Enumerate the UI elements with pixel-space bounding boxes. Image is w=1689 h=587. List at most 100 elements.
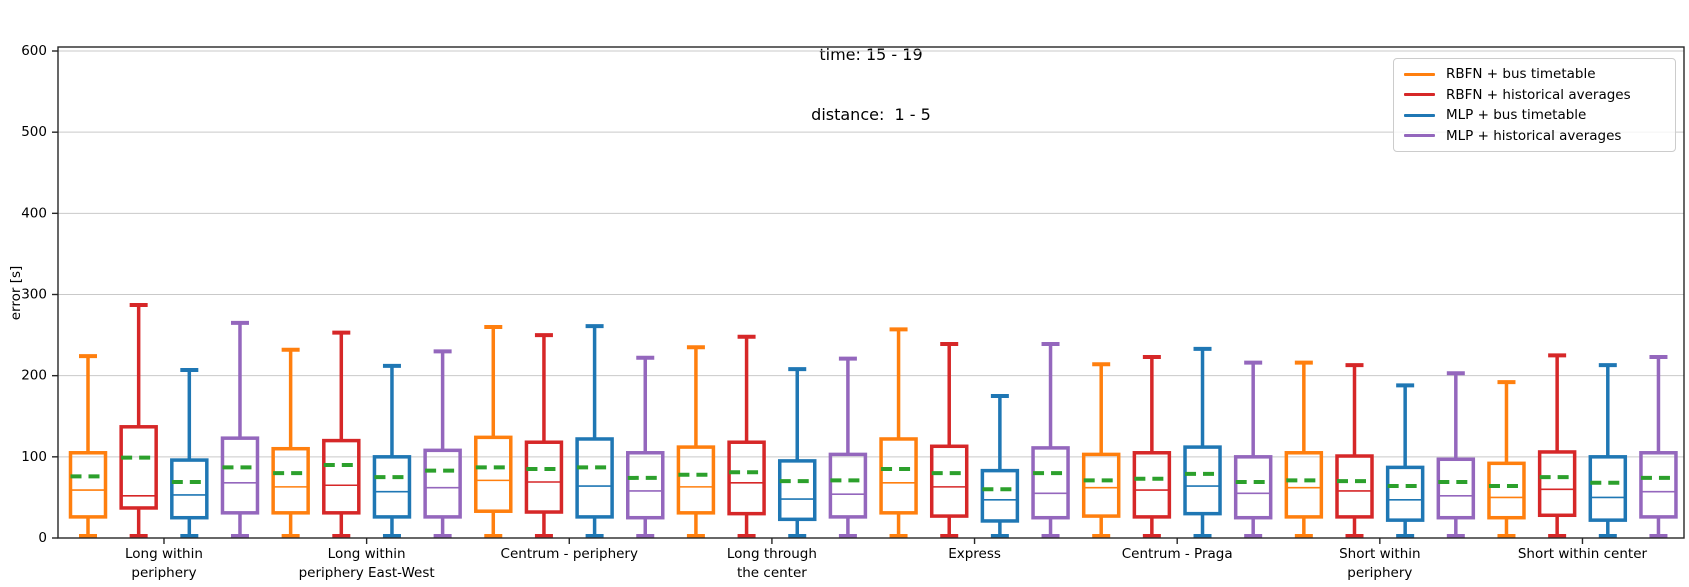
y-tick-label: 600: [21, 43, 47, 59]
iqr-box: [727, 440, 766, 516]
iqr-box: [1233, 455, 1273, 520]
chart-title: time: 15 - 19 distance: 1 - 5: [58, 5, 1684, 165]
series-2: [170, 324, 1628, 538]
y-tick-label: 200: [21, 368, 47, 384]
box-1-6: [1335, 363, 1374, 538]
box-3-5: [1233, 360, 1273, 538]
iqr-box: [676, 445, 716, 515]
x-tick-label: Long within periphery East-West: [299, 546, 435, 581]
box-2-4: [980, 393, 1020, 538]
iqr-box: [1284, 451, 1324, 519]
iqr-box: [1031, 446, 1070, 520]
iqr-box: [1537, 450, 1577, 518]
box-0-4: [879, 327, 918, 538]
iqr-box: [372, 455, 412, 519]
legend-item: MLP + historical averages: [1404, 126, 1665, 146]
box-3-3: [828, 356, 868, 538]
box-2-7: [1588, 363, 1628, 538]
box-1-3: [727, 334, 766, 538]
x-tick-label: Centrum - Praga: [1122, 546, 1233, 562]
box-2-0: [170, 367, 209, 538]
legend-item-label: MLP + bus timetable: [1446, 107, 1587, 124]
box-1-4: [929, 342, 969, 538]
box-0-0: [68, 354, 108, 538]
box-2-2: [575, 324, 614, 538]
box-0-6: [1284, 360, 1324, 538]
iqr-box: [1588, 455, 1628, 522]
iqr-box: [68, 451, 108, 519]
iqr-box: [474, 435, 513, 513]
iqr-box: [980, 468, 1020, 523]
legend-line-swatch: [1404, 72, 1435, 76]
legend-item: MLP + bus timetable: [1404, 105, 1665, 125]
iqr-box: [1335, 454, 1374, 519]
iqr-box: [575, 437, 614, 519]
legend-item: RBFN + bus timetable: [1404, 64, 1665, 84]
iqr-box: [119, 425, 158, 510]
iqr-box: [322, 438, 361, 515]
x-tick-label: Long through the center: [727, 546, 817, 581]
box-1-7: [1537, 353, 1577, 538]
box-0-1: [271, 347, 310, 538]
box-3-4: [1031, 342, 1070, 538]
x-tick-label: Long within periphery: [125, 546, 203, 581]
iqr-box: [170, 458, 209, 520]
iqr-box: [1183, 445, 1222, 516]
iqr-box: [220, 436, 260, 515]
legend-item-label: RBFN + historical averages: [1446, 86, 1631, 103]
box-1-0: [119, 303, 158, 538]
box-2-3: [777, 367, 817, 538]
box-0-5: [1081, 362, 1121, 538]
chart-title-line2: distance: 1 - 5: [811, 105, 931, 124]
series-3: [220, 320, 1678, 538]
y-axis: 0 100 200 300 400 500 600: [21, 43, 58, 546]
x-axis: Long within periphery Long within periphery…: [125, 538, 1648, 581]
iqr-box: [879, 437, 918, 515]
iqr-box: [1081, 452, 1121, 518]
iqr-box: [423, 448, 462, 519]
iqr-box: [929, 444, 969, 518]
legend-item: RBFN + historical averages: [1404, 85, 1665, 105]
legend-item-label: RBFN + bus timetable: [1446, 66, 1596, 83]
box-3-1: [423, 349, 462, 538]
legend-line-swatch: [1404, 93, 1435, 97]
box-2-6: [1385, 383, 1425, 538]
x-tick-label: Short within periphery: [1339, 546, 1420, 581]
chart-title-line1: time: 15 - 19: [819, 45, 923, 64]
y-tick-label: 500: [21, 124, 47, 140]
x-tick-label: Short within center: [1518, 546, 1648, 562]
box-2-1: [372, 363, 412, 538]
y-tick-label: 100: [21, 449, 47, 465]
iqr-box: [828, 452, 868, 519]
legend-item-label: MLP + historical averages: [1446, 127, 1622, 144]
box-3-7: [1639, 354, 1678, 538]
box-0-2: [474, 324, 513, 538]
iqr-box: [1132, 451, 1172, 519]
legend: RBFN + bus timetable RBFN + historical a…: [1393, 58, 1676, 152]
axes-frame: [57, 46, 1685, 539]
iqr-box: [1639, 451, 1678, 519]
iqr-box: [271, 446, 310, 515]
box-1-2: [524, 333, 564, 538]
box-2-5: [1183, 346, 1222, 538]
y-tick-label: 300: [21, 287, 47, 303]
iqr-box: [777, 459, 817, 522]
iqr-box: [1436, 457, 1476, 520]
series-0: [68, 324, 1526, 538]
box-1-5: [1132, 354, 1172, 538]
box-0-7: [1487, 380, 1526, 538]
legend-line-swatch: [1404, 134, 1435, 138]
x-tick-label: Centrum - periphery: [501, 546, 638, 562]
box-3-0: [220, 320, 260, 538]
box-3-2: [626, 355, 665, 538]
box-0-3: [676, 345, 716, 538]
iqr-box: [626, 451, 665, 520]
iqr-box: [1385, 465, 1425, 522]
iqr-box: [524, 440, 564, 514]
box-1-1: [322, 330, 361, 538]
legend-line-swatch: [1404, 113, 1435, 117]
y-tick-label: 400: [21, 205, 47, 221]
series-1: [119, 303, 1577, 538]
iqr-box: [1487, 461, 1526, 520]
y-tick-label: 0: [38, 530, 47, 546]
